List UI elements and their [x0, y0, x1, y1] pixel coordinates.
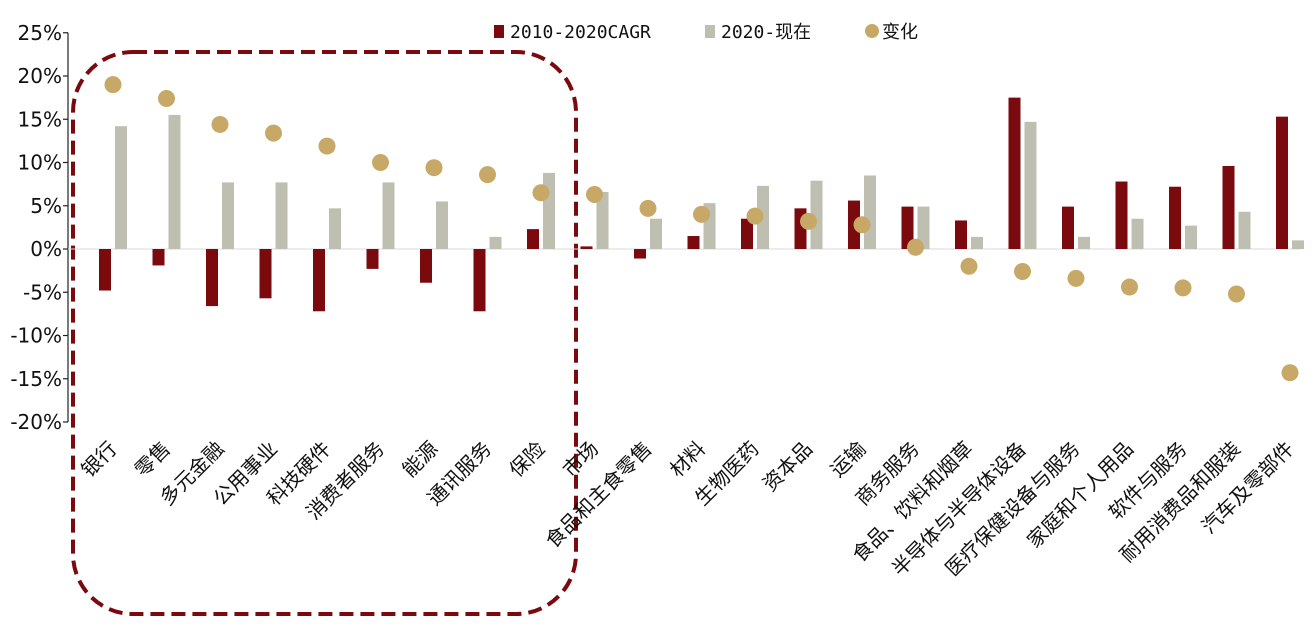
y-tick-label: -10% [10, 324, 62, 348]
bar-2010-2020cagr [741, 218, 753, 249]
category-label: 保险 [504, 437, 549, 482]
bar-2010-2020cagr [206, 249, 218, 307]
dot-change [1014, 262, 1031, 280]
dot-change [960, 257, 978, 275]
bar-2020-now [1292, 240, 1304, 249]
dot-change [425, 159, 443, 177]
highlight-box-layer [71, 50, 578, 616]
bar-2020-now [329, 208, 341, 249]
legend-label: 2010-2020CAGR [510, 22, 651, 43]
bar-2020-now [810, 180, 823, 249]
category-label: 零售 [130, 437, 175, 482]
bar-2020-now [1131, 218, 1144, 249]
bar-2020-now [222, 182, 234, 249]
bar-2010-2020cagr [259, 249, 272, 299]
dot-change [265, 124, 282, 142]
bar-2020-now [1024, 121, 1037, 249]
bar-2020-now [489, 236, 502, 249]
dot-change [211, 115, 229, 133]
dot-change [532, 184, 550, 202]
dots-layer [104, 76, 1299, 382]
legend-swatch-2020-now [705, 25, 715, 38]
dot-change [746, 207, 764, 225]
y-tick-label: -15% [10, 367, 62, 391]
y-tick-label: 20% [18, 64, 62, 88]
y-tick-label: 15% [18, 107, 62, 131]
legend-dot-change [865, 24, 879, 38]
dot-change [800, 212, 817, 230]
bar-2010-2020cagr [955, 220, 967, 249]
dot-change [639, 199, 657, 217]
dot-change [372, 154, 389, 171]
bar-2010-2020cagr [1276, 116, 1288, 249]
bar-2010-2020cagr [580, 246, 593, 249]
y-tick-label: 25% [18, 21, 62, 45]
dot-change [1228, 285, 1245, 303]
bar-2020-now [382, 182, 395, 249]
category-label: 运输 [825, 437, 870, 482]
highlight-box [71, 50, 578, 616]
bar-2020-now [1238, 211, 1251, 249]
y-tick-label: 10% [18, 151, 62, 175]
dot-change [318, 137, 336, 155]
bar-2020-now [650, 218, 662, 249]
bar-2020-now [115, 126, 127, 249]
y-tick-label: 5% [30, 194, 62, 218]
bar-2010-2020cagr [527, 229, 539, 249]
bar-2010-2020cagr [1008, 97, 1021, 249]
legend-label: 变化 [882, 22, 918, 43]
bar-2020-now [596, 191, 609, 249]
category-label: 银行 [76, 437, 121, 482]
dot-change [853, 216, 871, 234]
dot-change [158, 89, 175, 107]
y-tick-label: 0% [30, 237, 62, 261]
category-label: 能源 [397, 437, 442, 482]
dot-change [586, 186, 603, 204]
bar-2010-2020cagr [1115, 181, 1128, 249]
bar-2010-2020cagr [313, 249, 325, 312]
category-label: 资本品 [758, 437, 817, 496]
bar-2010-2020cagr [473, 249, 486, 312]
y-tick-label: -5% [23, 280, 62, 304]
bar-2010-2020cagr [1222, 165, 1235, 249]
dot-change [1067, 269, 1085, 287]
bar-2020-now [1078, 236, 1090, 249]
y-axis: 25% 20% 15% 10% 5% 0% -5% -10% -15% -20% [10, 21, 1300, 434]
y-tick-label: -20% [10, 410, 62, 434]
legend: 2010-2020CAGR 2020-现在 变化 [494, 22, 918, 43]
bar-2020-now [168, 114, 181, 249]
bar-2010-2020cagr [420, 249, 432, 283]
category-label: 市场 [558, 437, 603, 482]
bar-2010-2020cagr [152, 249, 165, 266]
bar-2010-2020cagr [634, 249, 646, 259]
category-label: 材料 [665, 437, 710, 482]
legend-swatch-2010-2020cagr [494, 25, 504, 38]
dot-change [1281, 364, 1299, 382]
bar-2020-now [971, 236, 983, 249]
dot-change [1121, 278, 1138, 296]
bar-2010-2020cagr [901, 206, 914, 249]
bar-2010-2020cagr [99, 249, 111, 291]
bar-2010-2020cagr [1062, 206, 1074, 249]
bar-2010-2020cagr [1169, 186, 1181, 249]
bar-2020-now [917, 206, 930, 249]
dot-change [479, 166, 496, 184]
bar-2020-now [436, 201, 448, 249]
dot-change [693, 205, 710, 223]
bar-2020-now [543, 172, 555, 249]
dot-change [907, 238, 924, 256]
bar-2010-2020cagr [687, 236, 700, 249]
legend-label: 2020-现在 [721, 22, 811, 43]
bar-2020-now [1185, 225, 1197, 249]
bar-2020-now [275, 182, 288, 249]
bar-2020-now [864, 175, 876, 249]
dot-change [1174, 279, 1192, 297]
dot-change [104, 76, 122, 94]
bar-2010-2020cagr [366, 249, 379, 269]
